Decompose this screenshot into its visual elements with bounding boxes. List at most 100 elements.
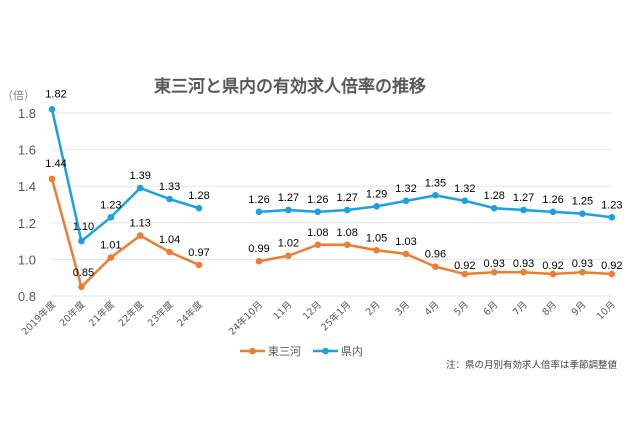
y-tick-label: 1.0: [18, 252, 36, 267]
data-point: [373, 246, 380, 254]
data-label: 1.02: [278, 238, 299, 250]
data-label: 1.28: [483, 190, 504, 202]
data-point: [136, 184, 144, 192]
data-label: 1.32: [395, 183, 416, 195]
data-point: [285, 206, 292, 214]
data-label: 1.08: [336, 227, 357, 239]
y-tick-label: 1.6: [18, 143, 36, 158]
data-label: 1.39: [129, 170, 150, 182]
data-point: [255, 257, 263, 265]
x-tick-label: 2019年度: [19, 298, 58, 337]
data-label: 1.26: [542, 194, 563, 206]
data-label: 0.92: [601, 260, 622, 272]
y-tick-label: 1.8: [18, 106, 36, 121]
data-label: 0.97: [188, 247, 209, 259]
data-point: [402, 197, 410, 205]
data-point: [432, 263, 439, 271]
data-label: 1.13: [129, 218, 150, 230]
x-tick-label: 2月: [364, 299, 383, 318]
x-axis-ticks: 2019年度 20年度 21年度 22年度 23年度 24年度 24年10月 11月 12月25…: [19, 298, 618, 337]
x-tick-label: 8月: [540, 299, 559, 318]
data-label: 0.92: [454, 260, 475, 272]
data-point: [48, 106, 56, 113]
y-tick-label: 0.8: [18, 289, 36, 304]
data-label: 0.92: [542, 260, 563, 272]
y-tick-label: 1.2: [18, 216, 36, 231]
data-label: 1.33: [159, 181, 180, 193]
data-point: [461, 270, 469, 278]
data-point: [166, 195, 173, 203]
data-label: 1.23: [601, 199, 622, 211]
x-tick-label: 24年度: [175, 298, 206, 329]
data-point: [402, 250, 410, 258]
data-label: 1.01: [100, 240, 121, 252]
legend-label: 県内: [341, 344, 363, 358]
x-tick-label: 25年1月: [319, 299, 354, 334]
gridlines: [52, 112, 612, 297]
data-point: [549, 208, 557, 216]
series-line-higashimikawa: [50, 178, 200, 289]
legend: 東三河 県内: [240, 344, 363, 358]
data-label: 0.93: [513, 258, 534, 270]
y-axis-ticks: 0.8 1.0 1.2 1.4 1.6 1.8: [18, 106, 36, 304]
legend-label: 東三河: [268, 345, 301, 358]
data-point: [285, 252, 292, 260]
data-label: 1.32: [454, 183, 475, 195]
data-point: [314, 241, 322, 249]
data-label: 1.35: [425, 177, 446, 189]
data-point: [373, 203, 380, 210]
data-label: 1.29: [366, 188, 387, 200]
x-tick-label: 6月: [482, 299, 501, 318]
data-point: [107, 254, 115, 261]
y-axis-unit: （倍）: [2, 88, 35, 102]
data-label: 0.93: [483, 258, 504, 270]
x-tick-label: 12月: [301, 299, 324, 322]
data-point: [107, 214, 115, 221]
series-line-kennai: [50, 109, 200, 243]
data-label: 1.28: [188, 190, 209, 202]
legend-marker: [249, 347, 256, 355]
data-point: [136, 232, 144, 239]
x-tick-label: 3月: [393, 299, 412, 318]
x-tick-label: 11月: [271, 299, 294, 322]
data-label: 1.44: [45, 158, 66, 170]
data-point: [461, 197, 469, 205]
series: [48, 106, 616, 291]
data-label: 1.10: [73, 221, 94, 233]
x-tick-label: 21年度: [86, 298, 117, 329]
data-point: [166, 248, 173, 256]
data-point: [608, 214, 616, 221]
data-label: 1.05: [366, 232, 387, 244]
data-label: 1.27: [513, 192, 534, 204]
data-point: [490, 268, 498, 276]
data-point: [78, 283, 85, 291]
data-point: [579, 268, 586, 276]
data-point: [314, 208, 322, 216]
data-label: 1.26: [307, 194, 328, 206]
data-label: 1.27: [278, 192, 299, 204]
data-label: 1.82: [45, 88, 66, 100]
data-point: [549, 270, 557, 278]
x-tick-label: 10月: [595, 299, 618, 322]
data-point: [490, 204, 498, 212]
data-point: [255, 208, 263, 216]
data-point: [432, 192, 439, 199]
x-tick-label: 23年度: [145, 298, 176, 329]
data-point: [195, 261, 203, 269]
data-label: 1.25: [572, 196, 593, 208]
x-tick-label: 7月: [511, 299, 530, 318]
data-label: 1.26: [248, 194, 269, 206]
data-point: [343, 241, 351, 249]
x-tick-label: 20年度: [57, 298, 88, 329]
x-tick-label: 9月: [570, 299, 589, 318]
data-label: 1.23: [100, 199, 121, 211]
data-point: [195, 204, 203, 212]
legend-marker: [322, 347, 329, 355]
data-labels: 1.44 0.85 1.01 1.13 1.04 0.97 1.82 1.10 1.23 1.39…: [45, 88, 622, 279]
data-point: [48, 175, 56, 183]
data-label: 0.93: [572, 258, 593, 270]
data-point: [343, 206, 351, 214]
x-tick-label: 4月: [423, 299, 442, 318]
data-point: [520, 206, 527, 214]
data-label: 0.99: [248, 243, 269, 255]
